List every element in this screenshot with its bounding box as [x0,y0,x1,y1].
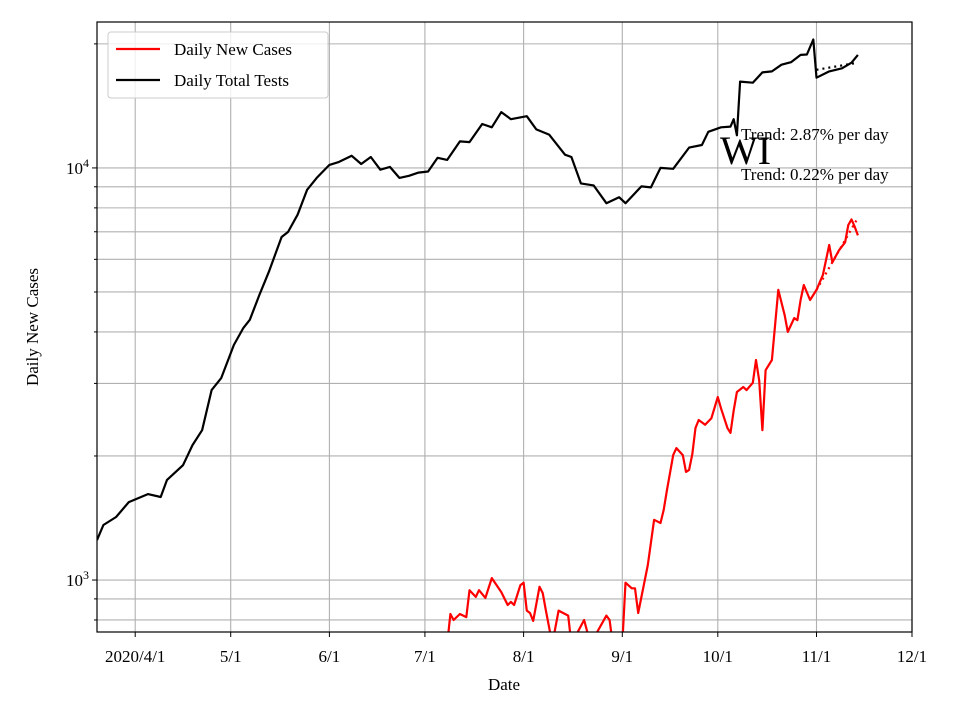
legend: Daily New Cases Daily Total Tests [107,31,329,99]
x-tick-label: 7/1 [414,647,436,666]
x-tick-label: 2020/4/1 [105,647,165,666]
series-lines [97,38,859,632]
trend-label-tests: Trend: 0.22% per day [741,165,889,184]
daily-total-tests-line [97,38,859,541]
x-axis-label: Date [488,675,520,694]
legend-label-tests: Daily Total Tests [174,71,289,90]
y-tick-label: 104 [66,156,89,178]
plot-frame [96,21,913,633]
daily-new-cases-line [447,218,859,632]
y-tick-label: 103 [66,568,89,590]
x-tick-label: 8/1 [513,647,535,666]
x-tick-label: 11/1 [802,647,832,666]
x-axis: 2020/4/1 5/1 6/1 7/1 8/1 9/1 10/1 11/1 12/1 [105,632,927,666]
state-label: WI [720,128,771,173]
y-axis: 103 104 [66,43,97,621]
x-tick-label: 9/1 [611,647,633,666]
cases-trend-line [815,217,859,291]
x-tick-label: 10/1 [703,647,733,666]
x-tick-label: 12/1 [897,647,927,666]
x-tick-label: 5/1 [220,647,242,666]
x-tick-label: 6/1 [319,647,341,666]
tests-trend-line [816,61,859,71]
legend-label-cases: Daily New Cases [174,40,292,59]
trend-label-cases: Trend: 2.87% per day [741,125,889,144]
legend-box [107,31,329,99]
y-axis-label: Daily New Cases [23,268,42,386]
